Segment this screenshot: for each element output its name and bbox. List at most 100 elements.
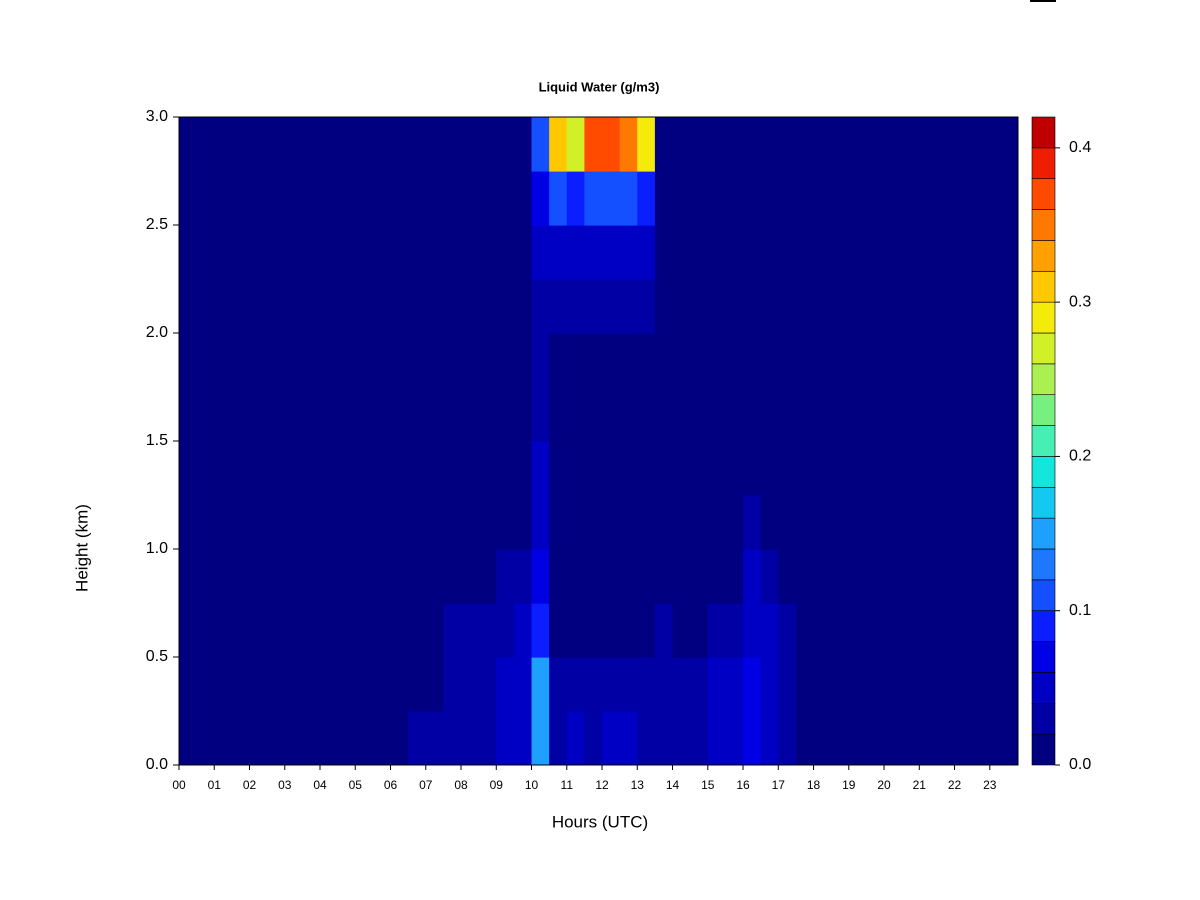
heatmap-cell (1007, 603, 1018, 658)
heatmap-cell (813, 387, 832, 442)
heatmap-cell (443, 549, 462, 604)
heatmap-cell (989, 549, 1009, 604)
heatmap-cell (637, 657, 656, 712)
heatmap-cell (725, 279, 744, 334)
colorbar-band (1031, 456, 1056, 488)
heatmap-cell (989, 333, 1009, 388)
heatmap-cell (831, 495, 850, 550)
heatmap-cell (619, 441, 638, 496)
heatmap-cell (461, 333, 480, 388)
heatmap-cell (690, 333, 709, 388)
heatmap-cell (795, 603, 815, 658)
heatmap-cell (725, 549, 744, 604)
heatmap-cell (443, 603, 462, 658)
heatmap-cell (672, 711, 691, 765)
heatmap-cell (549, 225, 568, 280)
heatmap-cell (654, 711, 674, 765)
heatmap-cell (372, 225, 392, 280)
heatmap-cell (355, 225, 374, 280)
heatmap-cell (848, 549, 868, 604)
heatmap-cell (654, 657, 674, 712)
heatmap-cell (513, 657, 533, 712)
heatmap-cell (249, 549, 268, 604)
heatmap-cell (549, 171, 568, 226)
heatmap-cell (284, 117, 303, 172)
heatmap-cell (302, 441, 321, 496)
heatmap-cell (249, 387, 268, 442)
heatmap-cell (778, 711, 797, 765)
heatmap-cell (989, 117, 1009, 172)
heatmap-cell (214, 711, 233, 765)
heatmap-cell (320, 387, 339, 442)
heatmap-cell (743, 495, 762, 550)
heatmap-cell (602, 549, 621, 604)
heatmap-cell (284, 657, 303, 712)
x-tick-label: 20 (877, 778, 891, 792)
heatmap-cell (390, 117, 409, 172)
heatmap-cell (760, 603, 779, 658)
heatmap-cell (884, 279, 903, 334)
heatmap-cell (760, 279, 779, 334)
heatmap-cell (302, 603, 321, 658)
heatmap-cell (372, 603, 392, 658)
heatmap-cell (478, 279, 497, 334)
heatmap-cell (602, 711, 621, 765)
heatmap-cell (672, 333, 691, 388)
heatmap-cell (355, 333, 374, 388)
heatmap-cell (936, 225, 956, 280)
heatmap-cell (795, 657, 815, 712)
heatmap-cell (848, 711, 868, 765)
heatmap-cell (813, 549, 832, 604)
heatmap-cell (478, 441, 497, 496)
heatmap-cell (478, 549, 497, 604)
heatmap-cell (267, 657, 286, 712)
heatmap-cell (936, 495, 956, 550)
heatmap-cell (513, 495, 533, 550)
heatmap-cell (654, 441, 674, 496)
heatmap-cell (1007, 279, 1018, 334)
x-tick-label: 21 (913, 778, 927, 792)
heatmap-cell (831, 387, 850, 442)
heatmap-cell (672, 387, 691, 442)
x-tick-label: 23 (983, 778, 997, 792)
heatmap-cell (302, 333, 321, 388)
heatmap-cell (425, 387, 444, 442)
heatmap-cell (478, 117, 497, 172)
heatmap-cell (989, 603, 1009, 658)
heatmap-cell (954, 171, 973, 226)
heatmap-cell (760, 441, 779, 496)
heatmap-cell (496, 333, 515, 388)
heatmap-cell (267, 279, 286, 334)
heatmap-cell (602, 279, 621, 334)
heatmap-cell (337, 549, 356, 604)
heatmap-cell (690, 441, 709, 496)
heatmap-cell (408, 657, 427, 712)
colorbar-tick-label: 0.0 (1069, 756, 1091, 773)
heatmap-cell (196, 711, 215, 765)
heatmap-cell (901, 657, 920, 712)
colorbar-band (1031, 733, 1056, 766)
colorbar-tick-label: 0.2 (1069, 448, 1091, 465)
heatmap-cell (848, 171, 868, 226)
heatmap-cell (461, 387, 480, 442)
heatmap-cell (919, 711, 938, 765)
heatmap-cell (1007, 441, 1018, 496)
heatmap-cell (866, 603, 885, 658)
heatmap-cell (637, 441, 656, 496)
heatmap-cell (302, 495, 321, 550)
heatmap-cell (584, 495, 603, 550)
heatmap-cell (954, 117, 973, 172)
colorbar-band (1031, 363, 1056, 396)
heatmap-cell (549, 387, 568, 442)
heatmap-cell (549, 603, 568, 658)
heatmap-cell (302, 711, 321, 765)
heatmap-cell (919, 333, 938, 388)
heatmap-cell (320, 495, 339, 550)
heatmap-cell (320, 711, 339, 765)
heatmap-cell (513, 603, 533, 658)
heatmap-cell (284, 171, 303, 226)
heatmap-cell (478, 387, 497, 442)
heatmap-cell (443, 279, 462, 334)
heatmap-cell (760, 495, 779, 550)
heatmap-cell (954, 549, 973, 604)
